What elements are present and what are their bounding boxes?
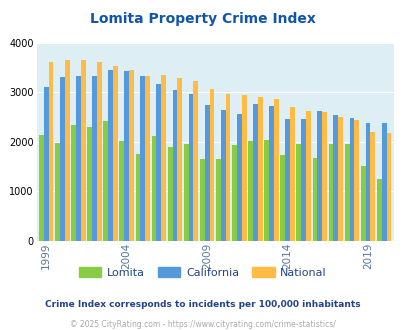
Bar [237, 114, 241, 241]
Text: Lomita Property Crime Index: Lomita Property Crime Index [90, 12, 315, 25]
Bar [151, 137, 156, 241]
Text: © 2025 CityRating.com - https://www.cityrating.com/crime-statistics/: © 2025 CityRating.com - https://www.city… [70, 320, 335, 329]
Bar [177, 78, 182, 241]
Bar [337, 117, 342, 241]
Bar [301, 118, 305, 241]
Text: Crime Index corresponds to incidents per 100,000 inhabitants: Crime Index corresponds to incidents per… [45, 300, 360, 309]
Bar [103, 121, 108, 241]
Bar [135, 154, 140, 241]
Bar [60, 77, 64, 241]
Legend: Lomita, California, National: Lomita, California, National [75, 263, 330, 282]
Bar [172, 90, 177, 241]
Bar [305, 111, 310, 241]
Bar [113, 66, 117, 241]
Bar [145, 76, 149, 241]
Bar [44, 87, 49, 241]
Bar [269, 106, 273, 241]
Bar [247, 141, 252, 241]
Bar [232, 145, 237, 241]
Bar [209, 89, 214, 241]
Bar [193, 81, 198, 241]
Bar [119, 141, 124, 241]
Bar [220, 110, 225, 241]
Bar [370, 132, 374, 241]
Bar [381, 122, 386, 241]
Bar [273, 99, 278, 241]
Bar [76, 76, 81, 241]
Bar [92, 76, 97, 241]
Bar [167, 147, 172, 241]
Bar [39, 135, 44, 241]
Bar [333, 115, 337, 241]
Bar [349, 117, 354, 241]
Bar [376, 179, 381, 241]
Bar [296, 144, 301, 241]
Bar [365, 123, 370, 241]
Bar [55, 143, 60, 241]
Bar [81, 60, 85, 241]
Bar [161, 75, 166, 241]
Bar [199, 159, 204, 241]
Bar [108, 70, 113, 241]
Bar [97, 62, 102, 241]
Bar [183, 145, 188, 241]
Bar [317, 111, 322, 241]
Bar [312, 158, 317, 241]
Bar [252, 104, 257, 241]
Bar [257, 97, 262, 241]
Bar [87, 127, 92, 241]
Bar [140, 76, 145, 241]
Bar [188, 94, 193, 241]
Bar [360, 166, 365, 241]
Bar [322, 112, 326, 241]
Bar [64, 60, 69, 241]
Bar [215, 159, 220, 241]
Bar [71, 124, 76, 241]
Bar [241, 95, 246, 241]
Bar [124, 71, 129, 241]
Bar [344, 145, 349, 241]
Bar [354, 120, 358, 241]
Bar [264, 140, 269, 241]
Bar [280, 155, 284, 241]
Bar [289, 107, 294, 241]
Bar [225, 94, 230, 241]
Bar [328, 144, 333, 241]
Bar [129, 70, 134, 241]
Bar [156, 84, 161, 241]
Bar [386, 133, 390, 241]
Bar [49, 62, 53, 241]
Bar [204, 105, 209, 241]
Bar [284, 119, 289, 241]
